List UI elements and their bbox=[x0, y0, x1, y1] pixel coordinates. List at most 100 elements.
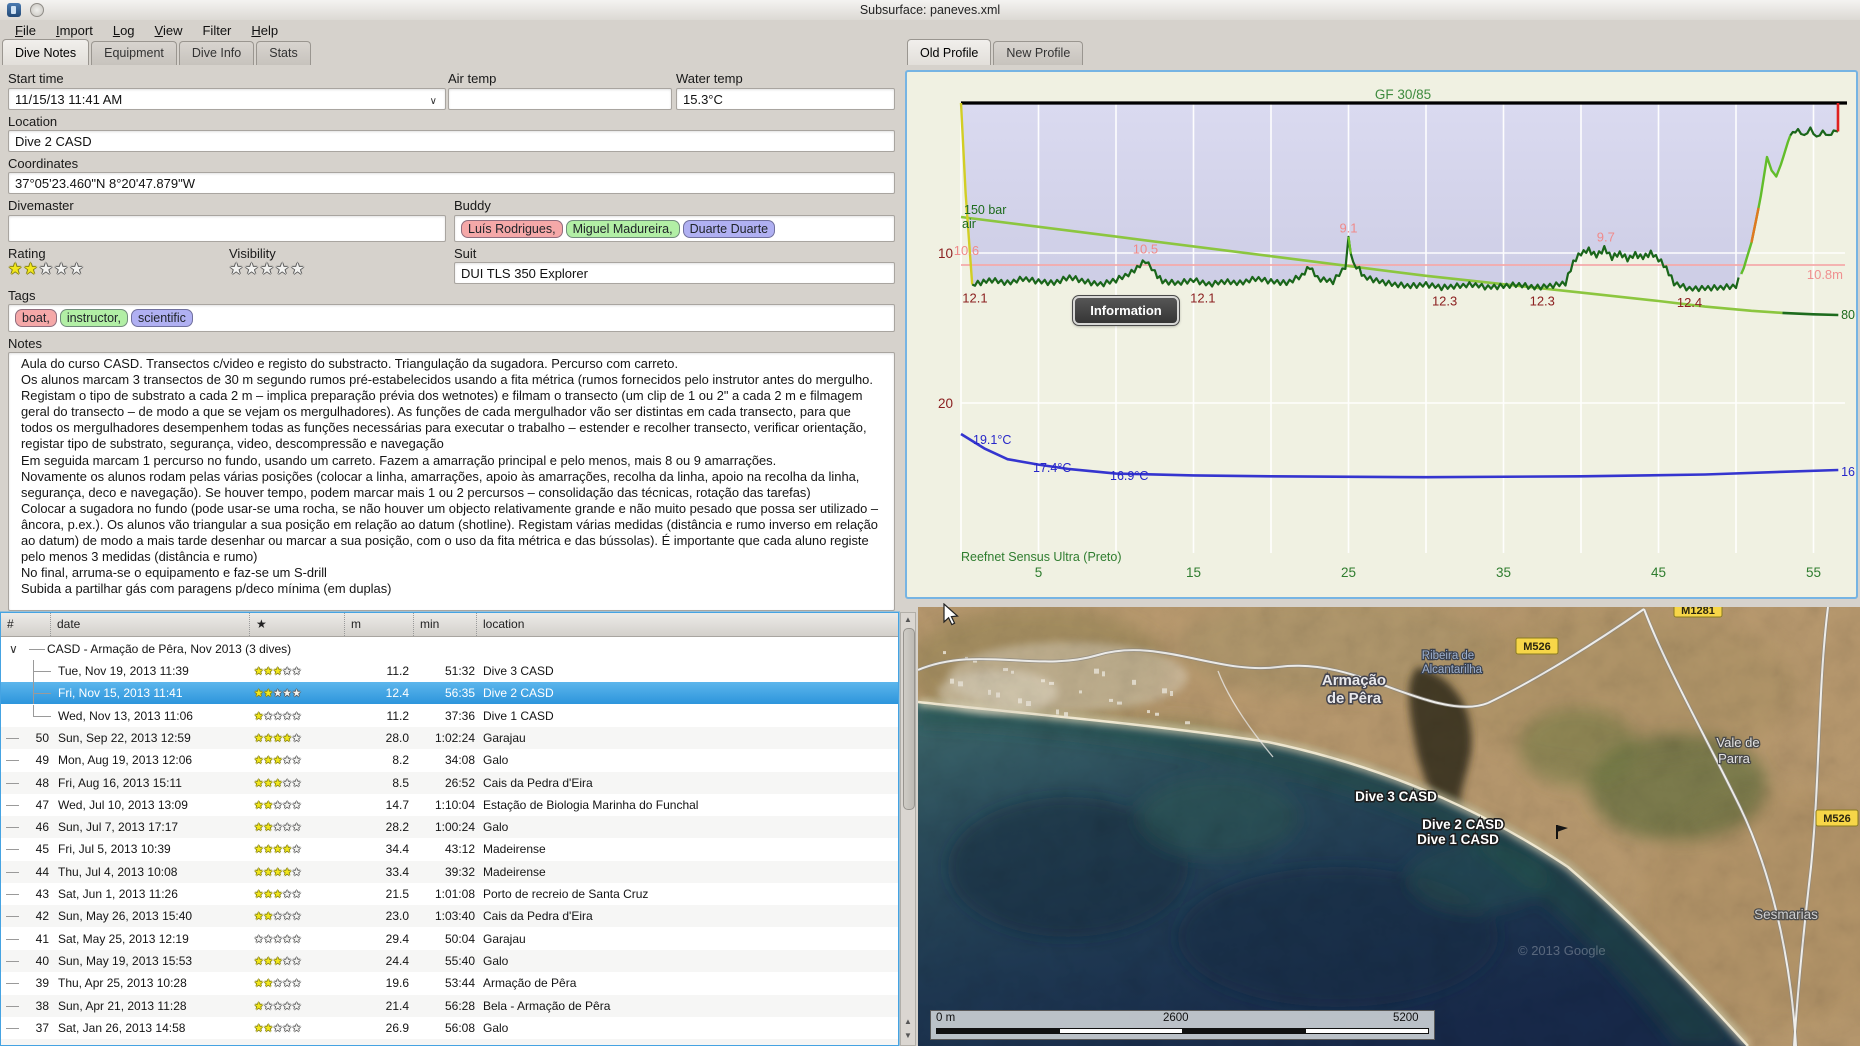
star-icon[interactable]: ★ bbox=[263, 776, 273, 789]
star-icon[interactable]: ★ bbox=[8, 261, 23, 278]
menu-view[interactable]: View bbox=[154, 23, 183, 38]
star-icon[interactable]: ★ bbox=[273, 1044, 282, 1045]
star-icon[interactable]: ★ bbox=[291, 798, 302, 811]
star-icon[interactable]: ★ bbox=[272, 731, 283, 745]
star-icon[interactable]: ★ bbox=[272, 1021, 283, 1034]
star-icon[interactable]: ★ bbox=[282, 776, 292, 789]
star-icon[interactable]: ★ bbox=[282, 932, 292, 945]
star-icon[interactable]: ★ bbox=[282, 910, 292, 923]
star-icon[interactable]: ★ bbox=[254, 709, 264, 722]
dive-row[interactable]: 50 Sun, Sep 22, 2013 12:59 ★★★★★ 28.0 1:02:2… bbox=[1, 726, 898, 749]
star-icon[interactable]: ★ bbox=[282, 999, 292, 1012]
star-icon[interactable]: ★ bbox=[254, 820, 264, 834]
star-icon[interactable]: ★ bbox=[254, 932, 264, 945]
dive-list-scrollbar[interactable]: ▲ ▲ ▼ bbox=[900, 612, 916, 1046]
dive-row[interactable]: 39 Thu, Apr 25, 2013 10:28 ★★★★★ 19.6 53:44 A… bbox=[1, 972, 898, 994]
dive-row[interactable]: 47 Wed, Jul 10, 2013 13:09 ★★★★★ 14.7 1:10:0… bbox=[1, 794, 898, 816]
star-icon[interactable]: ★ bbox=[263, 731, 273, 745]
star-icon[interactable]: ★ bbox=[229, 261, 244, 278]
star-icon[interactable]: ★ bbox=[254, 910, 264, 923]
dive-row[interactable]: 45 Fri, Jul 5, 2013 10:39 ★★★★★ 34.4 43:12 Ma… bbox=[1, 838, 898, 860]
star-icon[interactable]: ★ bbox=[272, 865, 283, 878]
star-icon[interactable]: ★ bbox=[282, 709, 292, 722]
star-icon[interactable]: ★ bbox=[263, 843, 273, 856]
star-icon[interactable]: ★ bbox=[291, 820, 302, 834]
dive-row[interactable]: 38 Sun, Apr 21, 2013 11:28 ★★★★★ 21.4 56:28 B… bbox=[1, 994, 898, 1017]
dive-row[interactable]: 42 Sun, May 26, 2013 15:40 ★★★★★ 23.0 1:03:4… bbox=[1, 905, 898, 928]
menu-file[interactable]: File bbox=[15, 23, 36, 38]
col-number[interactable]: # bbox=[7, 617, 14, 631]
star-icon[interactable]: ★ bbox=[254, 843, 264, 856]
star-icon[interactable]: ★ bbox=[254, 999, 264, 1012]
star-icon[interactable]: ★ bbox=[54, 261, 69, 278]
menu-import[interactable]: Import bbox=[55, 23, 93, 38]
star-icon[interactable]: ★ bbox=[272, 664, 283, 678]
menu-log[interactable]: Log bbox=[112, 23, 135, 38]
star-icon[interactable]: ★ bbox=[272, 754, 283, 767]
star-icon[interactable]: ★ bbox=[291, 754, 302, 767]
star-icon[interactable]: ★ bbox=[263, 664, 273, 678]
star-icon[interactable]: ★ bbox=[272, 977, 283, 990]
star-icon[interactable]: ★ bbox=[291, 865, 302, 878]
suit-field[interactable]: DUI TLS 350 Explorer bbox=[454, 262, 895, 284]
star-icon[interactable]: ★ bbox=[263, 798, 273, 811]
dive-row[interactable]: 41 Sat, May 25, 2013 12:19 ★★★★★ 29.4 50:04 G… bbox=[1, 928, 898, 950]
buddy-field[interactable]: Luís Rodrigues, Miguel Madureira, Duarte D… bbox=[454, 215, 895, 242]
star-icon[interactable]: ★ bbox=[254, 664, 264, 678]
star-icon[interactable]: ★ bbox=[254, 731, 264, 745]
dive-profile-chart[interactable]: GF 30/85 150 bar air 80 10.8m Reefnet Se… bbox=[905, 70, 1858, 599]
tab-stats[interactable]: Stats bbox=[256, 41, 311, 65]
col-stars[interactable]: ★ bbox=[249, 613, 350, 636]
coordinates-field[interactable]: 37°05'23.460"N 8°20'47.879"W bbox=[8, 172, 895, 194]
star-icon[interactable]: ★ bbox=[272, 910, 283, 923]
dive-site-map[interactable]: Armação de Pêra Ribeira de Alcantarilha … bbox=[918, 607, 1860, 1046]
star-icon[interactable]: ★ bbox=[282, 731, 292, 745]
star-icon[interactable]: ★ bbox=[38, 261, 54, 278]
star-icon[interactable]: ★ bbox=[244, 261, 259, 278]
tab-dive-notes[interactable]: Dive Notes bbox=[2, 39, 90, 65]
star-icon[interactable]: ★ bbox=[263, 910, 273, 923]
col-date[interactable]: date bbox=[50, 613, 255, 636]
dive-row[interactable]: 36Sun, Jan 20, 2013 12:33★★★★★21.758:36C… bbox=[1, 1039, 898, 1045]
star-icon[interactable]: ★ bbox=[254, 865, 264, 878]
star-icon[interactable]: ★ bbox=[275, 261, 290, 278]
air-temp-field[interactable] bbox=[448, 88, 672, 110]
star-icon[interactable]: ★ bbox=[259, 261, 275, 278]
star-icon[interactable]: ★ bbox=[254, 776, 264, 789]
star-icon[interactable]: ★ bbox=[254, 1021, 264, 1034]
dive-row[interactable]: 43 Sat, Jun 1, 2013 11:26 ★★★★★ 21.5 1:01:08… bbox=[1, 883, 898, 905]
star-icon[interactable]: ★ bbox=[291, 910, 302, 923]
star-icon[interactable]: ★ bbox=[291, 687, 302, 700]
star-icon[interactable]: ★ bbox=[272, 932, 283, 945]
star-icon[interactable]: ★ bbox=[254, 977, 264, 990]
star-icon[interactable]: ★ bbox=[282, 865, 292, 878]
star-icon[interactable]: ★ bbox=[292, 1044, 301, 1045]
tab-dive-info[interactable]: Dive Info bbox=[178, 41, 255, 65]
star-icon[interactable]: ★ bbox=[291, 709, 302, 722]
dive-site-marker[interactable] bbox=[1556, 825, 1568, 839]
star-icon[interactable]: ★ bbox=[282, 1021, 292, 1034]
star-icon[interactable]: ★ bbox=[291, 1021, 302, 1034]
divemaster-field[interactable] bbox=[8, 215, 446, 242]
star-icon[interactable]: ★ bbox=[69, 261, 84, 278]
notes-field[interactable]: Aula do curso CASD. Transectos c/video e… bbox=[8, 352, 895, 611]
dive-group-row[interactable]: ∨ CASD - Armação de Pêra, Nov 2013 (3 div… bbox=[1, 638, 898, 660]
star-icon[interactable]: ★ bbox=[272, 709, 283, 722]
star-icon[interactable]: ★ bbox=[282, 820, 292, 834]
star-icon[interactable]: ★ bbox=[254, 687, 264, 700]
star-icon[interactable]: ★ bbox=[282, 1044, 291, 1045]
star-icon[interactable]: ★ bbox=[282, 887, 292, 901]
start-time-combo[interactable]: 11/15/13 11:41 AM ∨ bbox=[8, 88, 446, 110]
menu-help[interactable]: Help bbox=[251, 23, 279, 38]
col-location[interactable]: location bbox=[476, 613, 903, 636]
star-icon[interactable]: ★ bbox=[254, 887, 264, 901]
star-icon[interactable]: ★ bbox=[272, 798, 283, 811]
star-icon[interactable]: ★ bbox=[263, 1044, 272, 1045]
star-icon[interactable]: ★ bbox=[263, 709, 273, 722]
star-icon[interactable]: ★ bbox=[272, 954, 283, 968]
dive-row[interactable]: Tue, Nov 19, 2013 11:39 ★★★★★ 11.2 51:32 Div… bbox=[1, 660, 898, 682]
star-icon[interactable]: ★ bbox=[254, 954, 264, 968]
star-icon[interactable]: ★ bbox=[282, 843, 292, 856]
star-icon[interactable]: ★ bbox=[291, 731, 302, 745]
location-field[interactable]: Dive 2 CASD bbox=[8, 130, 895, 152]
